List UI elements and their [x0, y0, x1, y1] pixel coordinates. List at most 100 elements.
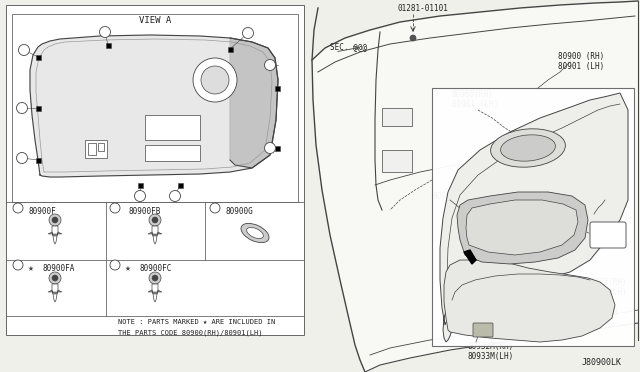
Circle shape — [264, 60, 275, 71]
Text: 80900FB: 80900FB — [128, 207, 161, 216]
Circle shape — [49, 272, 61, 284]
Text: 80900FA: 80900FA — [42, 264, 74, 273]
Polygon shape — [230, 38, 278, 168]
Polygon shape — [457, 192, 588, 264]
Text: 80923(LH): 80923(LH) — [586, 288, 628, 297]
FancyBboxPatch shape — [473, 323, 493, 337]
Bar — [35, 157, 40, 163]
Text: d: d — [17, 263, 20, 269]
Text: b: b — [173, 195, 177, 199]
Bar — [275, 145, 280, 151]
Polygon shape — [48, 232, 62, 236]
Text: a: a — [17, 206, 20, 212]
Text: e: e — [268, 64, 272, 68]
Bar — [106, 42, 111, 48]
Text: THE PARTS CODE 80900(RH)/80901(LH): THE PARTS CODE 80900(RH)/80901(LH) — [118, 330, 262, 337]
Text: J80900LK: J80900LK — [582, 358, 622, 367]
Circle shape — [13, 203, 23, 213]
Polygon shape — [152, 284, 158, 302]
Polygon shape — [52, 284, 58, 302]
Text: e: e — [113, 263, 116, 269]
Bar — [85, 140, 107, 158]
Polygon shape — [148, 290, 162, 294]
Text: 01281-01101: 01281-01101 — [398, 4, 449, 13]
Circle shape — [152, 217, 158, 223]
Bar — [138, 183, 143, 187]
FancyBboxPatch shape — [590, 222, 626, 248]
Text: 80692(RH): 80692(RH) — [588, 200, 630, 209]
Bar — [432, 88, 634, 346]
Text: b: b — [103, 31, 107, 35]
Text: 80901E: 80901E — [433, 192, 461, 201]
Circle shape — [17, 153, 28, 164]
Text: a: a — [20, 157, 24, 161]
Text: b: b — [113, 206, 116, 212]
Ellipse shape — [241, 223, 269, 243]
Text: 80900 (RH): 80900 (RH) — [558, 52, 604, 61]
Text: h: h — [268, 147, 272, 151]
Circle shape — [19, 45, 29, 55]
Text: ★: ★ — [125, 263, 131, 273]
Circle shape — [170, 190, 180, 202]
Text: SEC. @@@: SEC. @@@ — [330, 42, 367, 51]
Polygon shape — [313, 1, 638, 372]
Polygon shape — [466, 200, 578, 255]
Polygon shape — [48, 290, 62, 294]
Bar — [145, 115, 200, 140]
Bar — [98, 143, 104, 151]
Bar — [275, 86, 280, 90]
Text: 80922(RH): 80922(RH) — [586, 278, 628, 287]
Text: c: c — [138, 195, 142, 199]
Polygon shape — [464, 250, 476, 264]
Bar — [12, 14, 298, 202]
Bar — [227, 46, 232, 51]
Circle shape — [410, 35, 416, 41]
Circle shape — [201, 66, 229, 94]
Text: 80932M(RH): 80932M(RH) — [468, 342, 515, 351]
Circle shape — [152, 275, 158, 281]
Circle shape — [193, 58, 237, 102]
Text: NOTE : PARTS MARKED ★ ARE INCLUDED IN: NOTE : PARTS MARKED ★ ARE INCLUDED IN — [118, 319, 275, 325]
Polygon shape — [440, 93, 628, 342]
Ellipse shape — [246, 227, 264, 238]
Circle shape — [134, 190, 145, 202]
Circle shape — [52, 275, 58, 281]
Text: VIEW A: VIEW A — [139, 16, 171, 25]
Circle shape — [99, 26, 111, 38]
Text: 80961 (LH): 80961 (LH) — [452, 100, 499, 109]
Bar — [35, 106, 40, 110]
Bar — [382, 108, 412, 126]
Text: 80933M(LH): 80933M(LH) — [468, 352, 515, 361]
Circle shape — [210, 203, 220, 213]
Text: ★: ★ — [28, 263, 34, 273]
Text: 80900F: 80900F — [28, 207, 56, 216]
Bar — [382, 150, 412, 172]
Circle shape — [243, 28, 253, 38]
Ellipse shape — [500, 135, 556, 161]
Ellipse shape — [491, 129, 565, 167]
Text: 80960(RH): 80960(RH) — [452, 90, 493, 99]
Text: a: a — [22, 48, 26, 54]
Bar — [35, 55, 40, 60]
Bar — [177, 183, 182, 187]
Text: c: c — [246, 32, 250, 36]
Text: —26420: —26420 — [590, 308, 618, 317]
Circle shape — [110, 260, 120, 270]
Text: a: a — [20, 106, 24, 112]
Text: c: c — [213, 206, 216, 212]
Circle shape — [17, 103, 28, 113]
Circle shape — [13, 260, 23, 270]
Circle shape — [149, 272, 161, 284]
Text: 80900FC: 80900FC — [139, 264, 172, 273]
Bar — [145, 145, 200, 161]
Bar — [88, 143, 96, 155]
Text: 80900G: 80900G — [226, 207, 253, 216]
Polygon shape — [148, 232, 162, 236]
Polygon shape — [52, 226, 58, 244]
Bar — [6, 5, 304, 335]
Polygon shape — [152, 226, 158, 244]
Circle shape — [149, 214, 161, 226]
Polygon shape — [444, 260, 615, 342]
Circle shape — [49, 214, 61, 226]
Circle shape — [264, 142, 275, 154]
